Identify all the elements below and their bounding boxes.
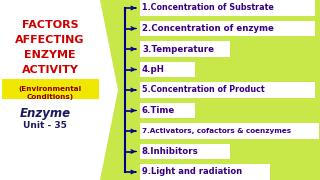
Text: 3.Temperature: 3.Temperature	[142, 44, 214, 53]
FancyBboxPatch shape	[140, 164, 270, 180]
Text: ACTIVITY: ACTIVITY	[21, 65, 78, 75]
Text: 8.Inhibitors: 8.Inhibitors	[142, 147, 199, 156]
Text: Conditions): Conditions)	[27, 94, 74, 100]
Text: (Environmental: (Environmental	[19, 86, 82, 92]
FancyBboxPatch shape	[140, 102, 195, 118]
FancyBboxPatch shape	[2, 79, 99, 99]
Text: 6.Time: 6.Time	[142, 106, 175, 115]
FancyBboxPatch shape	[140, 0, 315, 16]
Text: 2.Concentration of enzyme: 2.Concentration of enzyme	[142, 24, 274, 33]
Text: FACTORS: FACTORS	[22, 20, 78, 30]
Text: 1.Concentration of Substrate: 1.Concentration of Substrate	[142, 3, 274, 12]
FancyBboxPatch shape	[140, 41, 230, 57]
Polygon shape	[0, 0, 118, 180]
Text: Enzyme: Enzyme	[20, 107, 71, 120]
Text: Unit - 35: Unit - 35	[23, 120, 67, 129]
FancyBboxPatch shape	[140, 62, 195, 78]
FancyBboxPatch shape	[140, 21, 315, 37]
FancyBboxPatch shape	[140, 123, 319, 139]
Text: ENZYME: ENZYME	[24, 50, 76, 60]
Text: 7.Activators, cofactors & coenzymes: 7.Activators, cofactors & coenzymes	[142, 128, 291, 134]
Text: 4.pH: 4.pH	[142, 65, 165, 74]
Text: 9.Light and radiation: 9.Light and radiation	[142, 168, 242, 177]
Text: 5.Concentration of Product: 5.Concentration of Product	[142, 86, 265, 94]
FancyBboxPatch shape	[140, 143, 230, 159]
Text: AFFECTING: AFFECTING	[15, 35, 85, 45]
FancyBboxPatch shape	[140, 82, 315, 98]
